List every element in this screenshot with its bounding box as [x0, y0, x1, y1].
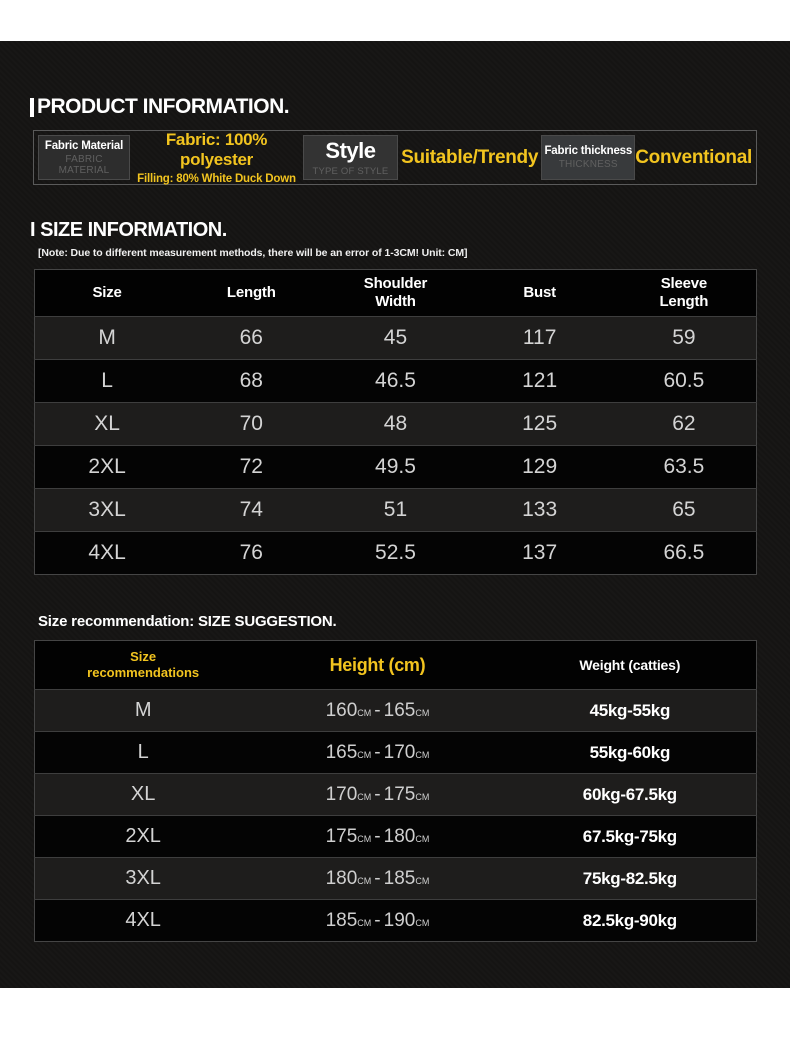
- col-header-sleeve-length: Sleeve Length: [611, 269, 757, 317]
- style-value: Suitable/Trendy: [401, 146, 539, 168]
- thickness-value-text: Conventional: [635, 135, 752, 180]
- size-table-row: M 66 45 117 59: [34, 316, 757, 360]
- col-header-shoulder-width: Shoulder Width: [323, 269, 468, 317]
- fabric-thickness-box: Fabric thickness THICKNESS: [541, 135, 636, 180]
- size-table-row: 4XL 76 52.5 137 66.5: [34, 531, 757, 575]
- suggestion-table-row: 3XL 180cm -185cm 75kg-82.5kg: [34, 857, 757, 900]
- suggestion-table-row: M 160cm -165cm 45kg-55kg: [34, 689, 757, 732]
- col-header-size: Size: [34, 269, 180, 317]
- col-header-bust: Bust: [467, 269, 612, 317]
- col-header-height: Height (cm): [251, 640, 504, 690]
- weight-range: 82.5kg-90kg: [582, 910, 677, 930]
- fabric-composition-line1: Fabric: 100% polyester: [165, 130, 268, 169]
- style-label: Style: [325, 138, 376, 163]
- size-table-row: 3XL 74 51 133 65: [34, 488, 757, 532]
- product-information-title: PRODUCT INFORMATION.: [30, 95, 790, 119]
- height-range: 165cm -170cm: [325, 741, 430, 763]
- size-measurements-table: Size Length Shoulder Width Bust Sleeve Len…: [34, 269, 757, 575]
- weight-range: 55kg-60kg: [589, 742, 671, 762]
- fabric-composition-line2: Filling: 80% White Duck Down: [137, 173, 296, 185]
- suggestion-table-row: 4XL 185cm -190cm 82.5kg-90kg: [34, 899, 757, 942]
- style-value-text: Suitable/Trendy: [398, 135, 541, 180]
- weight-range: 60kg-67.5kg: [582, 784, 677, 804]
- product-information-title-text: PRODUCT INFORMATION.: [37, 95, 290, 118]
- product-description-panel: PRODUCT INFORMATION. Fabric Material FAB…: [0, 41, 790, 988]
- style-box: Style TYPE OF STYLE: [302, 135, 398, 180]
- fabric-material-sublabel: FABRIC MATERIAL: [58, 153, 110, 176]
- height-range: 160cm -165cm: [325, 699, 430, 721]
- height-range: 180cm -185cm: [325, 867, 430, 889]
- height-range: 170cm -175cm: [325, 783, 430, 805]
- suggestion-table-row: XL 170cm -175cm 60kg-67.5kg: [34, 773, 757, 816]
- col-header-length: Length: [179, 269, 324, 317]
- size-information-title: I SIZE INFORMATION.: [30, 219, 227, 241]
- weight-range: 67.5kg-75kg: [582, 826, 677, 846]
- weight-range: 45kg-55kg: [589, 700, 671, 720]
- height-range: 175cm -180cm: [325, 825, 430, 847]
- fabric-thickness-label: Fabric thickness: [544, 145, 633, 157]
- size-suggestion-title: Size recommendation: SIZE SUGGESTION.: [38, 613, 337, 630]
- fabric-material-box: Fabric Material FABRIC MATERIAL: [38, 135, 130, 180]
- fabric-thickness-sublabel: THICKNESS: [558, 159, 618, 170]
- suggestion-table-row: 2XL 175cm -180cm 67.5kg-75kg: [34, 815, 757, 858]
- size-table-header: Size Length Shoulder Width Bust Sleeve Len…: [34, 269, 757, 317]
- size-suggestion-table: Size recommendations Height (cm) Weight (…: [34, 640, 757, 942]
- col-header-weight: Weight (catties): [503, 640, 757, 690]
- suggestion-table-header: Size recommendations Height (cm) Weight (…: [34, 640, 757, 690]
- title-bar-decoration: [30, 97, 34, 117]
- size-table-row: 2XL 72 49.5 129 63.5: [34, 445, 757, 489]
- fabric-composition-text: Fabric: 100% polyester Filling: 80% Whit…: [130, 130, 303, 185]
- height-range: 185cm -190cm: [325, 909, 430, 931]
- col-header-size-recommendations: Size recommendations: [34, 640, 252, 690]
- product-info-strip: Fabric Material FABRIC MATERIAL Fabric: …: [33, 130, 757, 185]
- style-sublabel: TYPE OF STYLE: [312, 166, 389, 177]
- suggestion-table-row: L 165cm -170cm 55kg-60kg: [34, 731, 757, 774]
- size-table-row: L 68 46.5 121 60.5: [34, 359, 757, 403]
- thickness-value: Conventional: [635, 146, 752, 168]
- size-table-row: XL 70 48 125 62: [34, 402, 757, 446]
- fabric-material-label: Fabric Material: [44, 139, 124, 152]
- measurement-note: [Note: Due to different measurement meth…: [38, 247, 468, 259]
- weight-range: 75kg-82.5kg: [582, 868, 677, 888]
